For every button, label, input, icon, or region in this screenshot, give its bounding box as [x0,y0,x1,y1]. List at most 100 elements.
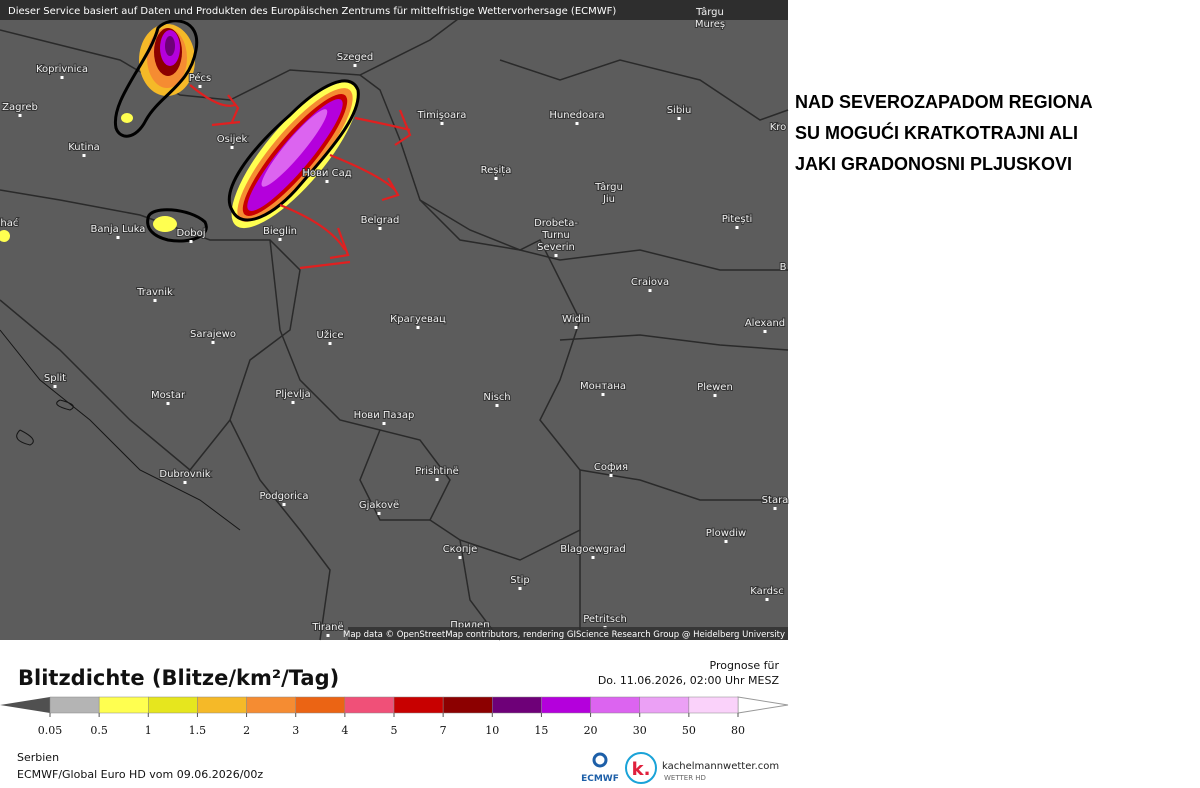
colorbar-segment [197,696,247,714]
legend-title: Blitzdichte (Blitze/km²/Tag) [18,666,339,690]
ecmwf-logo: ECMWF [581,752,619,784]
city-dot [211,341,215,344]
colorbar-high-arrow [737,696,789,714]
colorbar-segment [639,696,690,714]
city-label: Reșița [481,165,512,176]
city-dot [713,394,717,397]
city-label: Pitești [722,214,753,225]
site-tagline: WETTER HD [664,774,706,782]
colorbar-low-arrow [0,697,50,713]
city-dot [574,326,578,329]
colorbar: 0.05 0.5 1 1.5 2 3 4 5 7 10 15 20 30 50 80 [0,696,789,737]
colorbar-segment [246,696,296,714]
city-dot [53,385,57,388]
city-label: Hunedoara [549,110,604,121]
city-dot [328,342,332,345]
colorbar-tick-label: 0.05 [38,724,63,737]
city-label: ihać [0,217,18,229]
region: Serbien [17,751,59,764]
city-label: Koprivnica [36,64,88,75]
city-dot [282,503,286,506]
city-dot [116,236,120,239]
colorbar-segment [148,696,198,714]
colorbar-segment [541,696,591,714]
colorbar-tick-label: 7 [440,724,447,737]
colorbar-tick-label: 5 [391,724,398,737]
annotation-line: SU MOGUĆI KRATKOTRAJNI ALI [795,122,1078,143]
city-label: Turnu [541,230,570,241]
city-label: Крагуевац [390,314,446,325]
city-dot [326,634,330,637]
city-label: Drobeta- [534,218,578,229]
annotation-line: JAKI GRADONOSNI PLJUSKOVI [795,154,1072,174]
city-dot [153,299,157,302]
kachelmann-logo: k. kachelmannwetter.com WETTER HD [625,752,779,784]
colorbar-segment [49,696,100,714]
city-dot [591,556,595,559]
city-label: Split [44,373,66,384]
colorbar-tick-label: 3 [292,724,299,737]
colorbar-segment [98,696,149,714]
city-dot [198,85,202,88]
city-dot [609,474,613,477]
map: Dieser Service basiert auf Daten und Pro… [0,0,789,641]
city-dot [773,507,777,510]
city-dot [230,146,234,149]
city-label: Kro [770,122,787,133]
city-dot [518,587,522,590]
model-run: ECMWF/Global Euro HD vom 09.06.2026/00z [17,768,263,781]
city-label: Alexand [745,318,785,329]
colorbar-segment [492,696,542,714]
forecast-time: Do. 11.06.2026, 02:00 Uhr MESZ [598,674,780,687]
city-label: Travnik [136,287,173,298]
city-label: Nisch [483,392,510,403]
site-name: kachelmannwetter.com [662,761,779,772]
city-dot [724,540,728,543]
city-label: B [780,262,787,273]
attribution: Map data © OpenStreetMap contributors, r… [343,630,785,640]
colorbar-tick-label: 10 [485,724,499,737]
city-dot [166,402,170,405]
city-label: Tiranë [311,622,343,633]
city-dot [575,122,579,125]
colorbar-segment [393,696,444,714]
forecast-label: Prognose für [710,659,780,672]
storm-outlines [113,19,360,243]
city-label: Скопје [443,543,478,555]
attribution-bar [348,627,788,640]
city-dot [495,404,499,407]
coast [0,329,241,531]
colorbar-segment [688,696,739,714]
city-label: Kutina [68,142,100,153]
city-label: Stip [510,575,529,586]
city-label: Pljevlja [275,389,310,400]
svg-text:k.: k. [632,759,651,780]
colorbar-tick-label: 20 [584,724,598,737]
city-dot [60,76,64,79]
colorbar-tick-label: 1.5 [189,724,207,737]
banner-text: Dieser Service basiert auf Daten und Pro… [8,6,616,17]
city-label: Târgu [594,181,623,193]
colorbar-tick-label: 50 [682,724,696,737]
city-dot [648,289,652,292]
colorbar-segment [590,696,640,714]
city-dot [18,114,22,117]
city-label: Нови Сад [302,168,351,179]
colorbar-segment [442,696,493,714]
city-label: Dubrovnik [159,469,210,480]
city-label: Doboj [176,228,205,239]
city-label: Нови Пазар [354,410,415,421]
city-dot [325,180,329,183]
city-dot [735,226,739,229]
city-label: Sarajewo [190,329,236,340]
city-label: Sibiu [667,105,692,116]
colorbar-tick-label: 15 [534,724,548,737]
city-dot [677,117,681,120]
colorbar-tick-label: 1 [145,724,152,737]
city-label: Craiova [631,277,669,288]
city-dot [353,64,357,67]
city-label: София [594,462,628,473]
city-label: Plewen [697,382,733,393]
city-dot [763,330,767,333]
